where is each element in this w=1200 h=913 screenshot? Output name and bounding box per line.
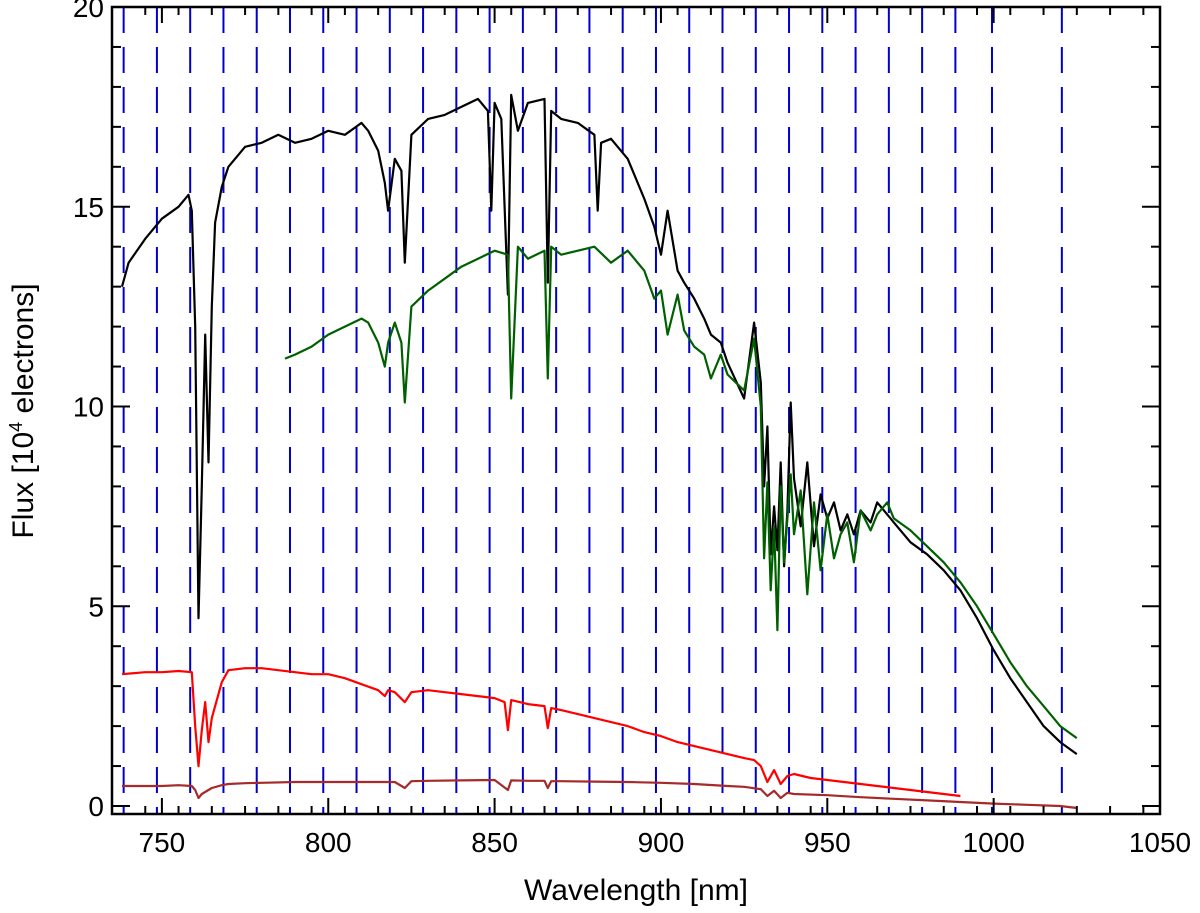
y-tick-label: 10: [73, 392, 104, 423]
x-tick-label: 1000: [963, 827, 1025, 858]
wavelength-marker-lines: [122, 7, 1063, 814]
y-tick-label: 5: [88, 591, 104, 622]
y-tick-label: 0: [88, 791, 104, 822]
y-axis-title-prefix: Flux [10: [7, 432, 40, 539]
series-line-3: [122, 778, 1077, 810]
y-axis-title-suffix: electrons]: [7, 283, 40, 421]
y-axis-title-superscript: 4: [6, 422, 26, 432]
series-line-2: [121, 667, 961, 798]
x-tick-label: 850: [471, 827, 518, 858]
y-axis-title: Flux [104 electrons]: [6, 283, 40, 538]
flux-series-group: [120, 93, 1078, 810]
y-tick-label: 15: [73, 192, 104, 223]
series-line-0: [120, 93, 1078, 755]
x-axis-title: Wavelength [nm]: [524, 874, 748, 907]
x-tick-label: 950: [804, 827, 851, 858]
y-tick-label: 20: [73, 0, 104, 23]
x-tick-label: 900: [638, 827, 685, 858]
x-tick-label: 750: [139, 827, 186, 858]
plot-frame: [110, 5, 1162, 816]
axis-ticks: 750 800 850 900 950 1000 1050 0 5 10 15 20: [73, 0, 1191, 858]
series-line-1: [284, 245, 1078, 739]
x-tick-label: 1050: [1129, 827, 1191, 858]
x-tick-label: 800: [305, 827, 352, 858]
